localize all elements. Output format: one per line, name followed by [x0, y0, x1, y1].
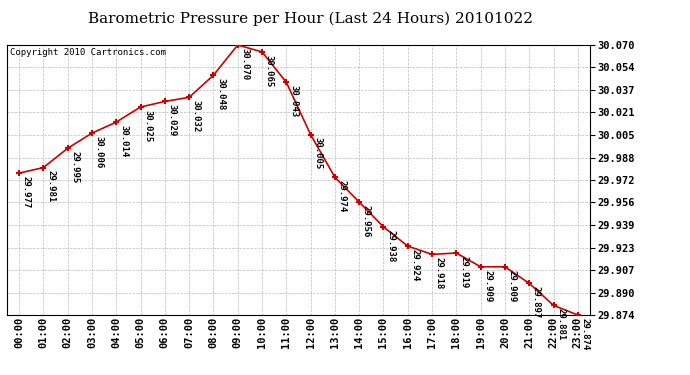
Text: 30.029: 30.029: [168, 104, 177, 136]
Text: 29.918: 29.918: [435, 257, 444, 290]
Text: 29.909: 29.909: [484, 270, 493, 302]
Text: 30.048: 30.048: [216, 78, 225, 110]
Text: 29.938: 29.938: [386, 230, 395, 262]
Text: 30.070: 30.070: [241, 48, 250, 80]
Text: 30.032: 30.032: [192, 100, 201, 132]
Text: 29.897: 29.897: [532, 286, 541, 318]
Text: 29.995: 29.995: [70, 151, 79, 183]
Text: 30.005: 30.005: [313, 137, 322, 170]
Text: 29.977: 29.977: [22, 176, 31, 208]
Text: 30.006: 30.006: [95, 136, 103, 168]
Text: 29.974: 29.974: [337, 180, 346, 212]
Text: Barometric Pressure per Hour (Last 24 Hours) 20101022: Barometric Pressure per Hour (Last 24 Ho…: [88, 11, 533, 26]
Text: 30.014: 30.014: [119, 125, 128, 157]
Text: 30.025: 30.025: [144, 110, 152, 142]
Text: 29.924: 29.924: [411, 249, 420, 281]
Text: 29.874: 29.874: [580, 318, 589, 350]
Text: 29.909: 29.909: [508, 270, 517, 302]
Text: 29.881: 29.881: [556, 308, 565, 340]
Text: 30.065: 30.065: [265, 55, 274, 87]
Text: Copyright 2010 Cartronics.com: Copyright 2010 Cartronics.com: [10, 48, 166, 57]
Text: 30.043: 30.043: [289, 85, 298, 117]
Text: 29.981: 29.981: [46, 170, 55, 202]
Text: 29.956: 29.956: [362, 205, 371, 237]
Text: 29.919: 29.919: [459, 256, 468, 288]
